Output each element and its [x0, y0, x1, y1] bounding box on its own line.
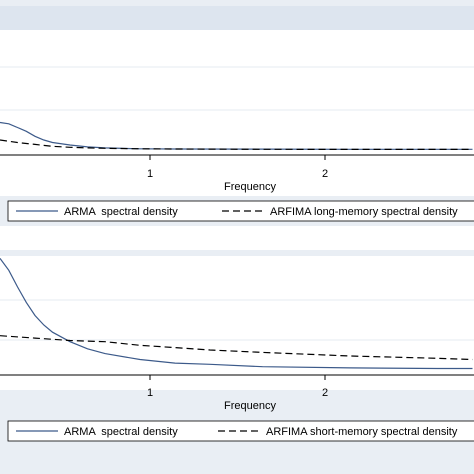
legend-box [7, 200, 474, 222]
series-2-2-line [0, 335, 473, 361]
legend-label-arma: ARMA spectral density [64, 206, 178, 218]
legend-label-arma: ARMA spectral density [64, 426, 178, 438]
x-tick-label: 1 [147, 168, 153, 180]
chart-panel-1: 1 2 Frequency ARMA spectral density ARFI… [0, 0, 474, 226]
x-axis-label: Frequency [224, 400, 276, 412]
plot-region [0, 30, 474, 170]
legend-label-arfima: ARFIMA short-memory spectral density [266, 426, 458, 438]
legend-label-arfima: ARFIMA long-memory spectral density [270, 206, 458, 218]
x-tick-label: 2 [322, 387, 328, 399]
x-tick-label: 2 [322, 168, 328, 180]
x-tick-label: 1 [147, 387, 153, 399]
plot-region [0, 256, 474, 390]
chart-panel-2: 1 2 Frequency ARMA spectral density ARFI… [0, 250, 474, 474]
x-axis-label: Frequency [224, 181, 276, 193]
series-1-2-line [0, 139, 473, 150]
series-1-1-line [0, 121, 473, 150]
title-band [0, 6, 474, 30]
series-2-1-line [0, 258, 473, 370]
panel-separator [0, 226, 474, 250]
